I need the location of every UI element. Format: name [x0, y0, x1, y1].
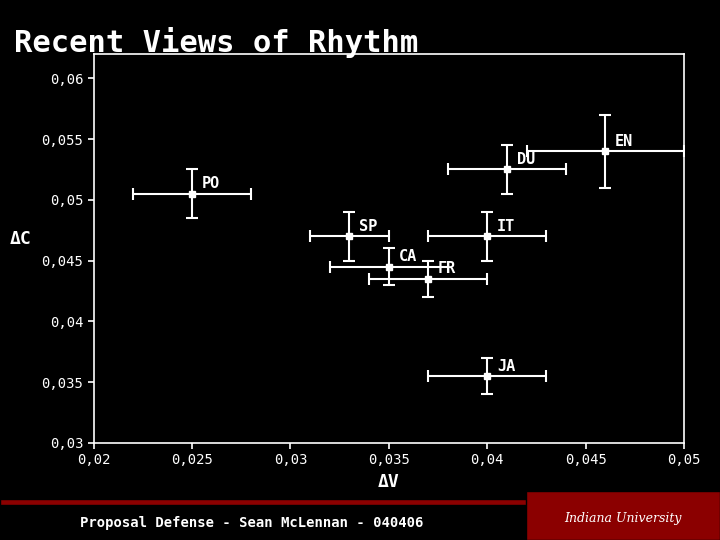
Y-axis label: ΔC: ΔC — [9, 231, 32, 248]
Text: IT: IT — [497, 219, 516, 234]
Text: DU: DU — [517, 152, 535, 167]
Text: Indiana University: Indiana University — [564, 511, 682, 525]
FancyBboxPatch shape — [0, 499, 720, 505]
Text: Recent Views of Rhythm: Recent Views of Rhythm — [14, 27, 418, 58]
Text: EN: EN — [615, 134, 634, 149]
Text: SP: SP — [359, 219, 377, 234]
FancyBboxPatch shape — [526, 491, 720, 540]
Text: FR: FR — [438, 261, 456, 276]
X-axis label: ΔV: ΔV — [378, 473, 400, 491]
Text: JA: JA — [497, 359, 516, 374]
Text: Proposal Defense - Sean McLennan - 040406: Proposal Defense - Sean McLennan - 04040… — [81, 516, 423, 530]
Text: CA: CA — [399, 249, 417, 264]
Text: PO: PO — [202, 176, 220, 191]
